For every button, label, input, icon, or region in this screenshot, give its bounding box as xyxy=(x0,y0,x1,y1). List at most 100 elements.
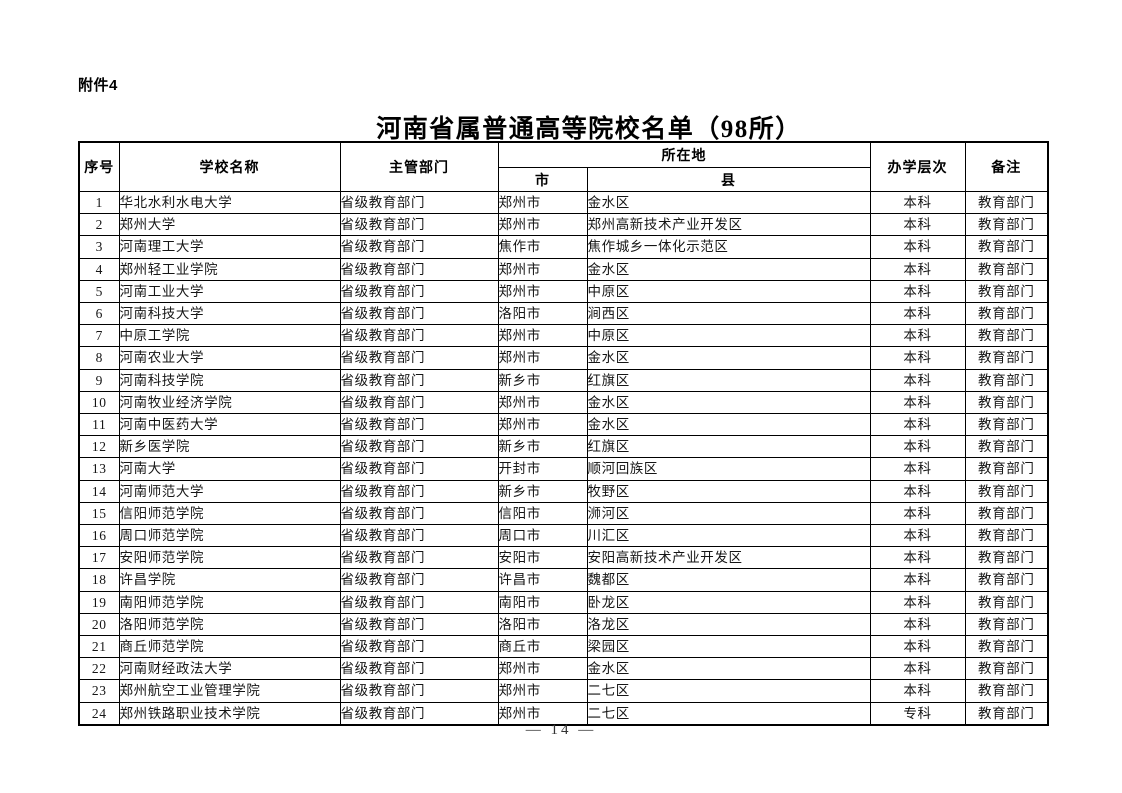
column-header-remark: 备注 xyxy=(964,141,1049,192)
column-header-county: 县 xyxy=(586,167,871,192)
row-city: 开封市 xyxy=(497,457,588,481)
row-authority: 省级教育部门 xyxy=(339,590,499,614)
row-index: 8 xyxy=(78,346,120,370)
row-city: 郑州市 xyxy=(497,346,588,370)
row-index: 1 xyxy=(78,190,120,215)
row-school: 中原工学院 xyxy=(118,324,341,348)
table-row: 11 河南中医药大学 省级教育部门 郑州市 金水区 本科 教育部门 xyxy=(78,413,1049,437)
row-school: 许昌学院 xyxy=(118,568,341,592)
row-county: 二七区 xyxy=(586,679,871,703)
row-remark: 教育部门 xyxy=(964,501,1049,526)
row-city: 郑州市 xyxy=(497,190,588,215)
row-school: 郑州铁路职业技术学院 xyxy=(118,701,341,726)
table-row: 3 河南理工大学 省级教育部门 焦作市 焦作城乡一体化示范区 本科 教育部门 xyxy=(78,235,1049,259)
row-county: 金水区 xyxy=(586,413,871,437)
table-header: 序号 学校名称 主管部门 所在地 办学层次 备注 市 县 xyxy=(78,141,1049,192)
row-remark: 教育部门 xyxy=(964,346,1049,370)
row-school: 安阳师范学院 xyxy=(118,546,341,570)
row-level: 本科 xyxy=(869,568,966,592)
row-school: 河南农业大学 xyxy=(118,346,341,370)
row-city: 新乡市 xyxy=(497,435,588,459)
row-remark: 教育部门 xyxy=(964,546,1049,570)
column-header-city: 市 xyxy=(497,167,588,192)
row-remark: 教育部门 xyxy=(964,368,1049,392)
table-row: 14 河南师范大学 省级教育部门 新乡市 牧野区 本科 教育部门 xyxy=(78,479,1049,503)
row-county: 红旗区 xyxy=(586,368,871,392)
table-row: 21 商丘师范学院 省级教育部门 商丘市 梁园区 本科 教育部门 xyxy=(78,635,1049,659)
row-index: 5 xyxy=(78,279,120,304)
row-remark: 教育部门 xyxy=(964,390,1049,415)
row-county: 魏都区 xyxy=(586,568,871,592)
column-header-authority: 主管部门 xyxy=(339,141,499,192)
attachment-label: 附件4 xyxy=(78,77,118,94)
row-authority: 省级教育部门 xyxy=(339,435,499,459)
table-row: 23 郑州航空工业管理学院 省级教育部门 郑州市 二七区 本科 教育部门 xyxy=(78,679,1049,703)
row-county: 金水区 xyxy=(586,657,871,681)
column-header-school-name: 学校名称 xyxy=(118,141,341,192)
row-school: 周口师范学院 xyxy=(118,524,341,548)
row-remark: 教育部门 xyxy=(964,302,1049,326)
row-school: 洛阳师范学院 xyxy=(118,612,341,637)
row-city: 新乡市 xyxy=(497,368,588,392)
row-school: 河南科技学院 xyxy=(118,368,341,392)
row-remark: 教育部门 xyxy=(964,324,1049,348)
row-level: 本科 xyxy=(869,346,966,370)
row-level: 本科 xyxy=(869,679,966,703)
table-row: 2 郑州大学 省级教育部门 郑州市 郑州高新技术产业开发区 本科 教育部门 xyxy=(78,213,1049,237)
row-authority: 省级教育部门 xyxy=(339,524,499,548)
row-remark: 教育部门 xyxy=(964,590,1049,614)
row-index: 3 xyxy=(78,235,120,259)
row-index: 18 xyxy=(78,568,120,592)
table-row: 9 河南科技学院 省级教育部门 新乡市 红旗区 本科 教育部门 xyxy=(78,368,1049,392)
row-index: 6 xyxy=(78,302,120,326)
row-index: 12 xyxy=(78,435,120,459)
table-row: 18 许昌学院 省级教育部门 许昌市 魏都区 本科 教育部门 xyxy=(78,568,1049,592)
row-county: 川汇区 xyxy=(586,524,871,548)
row-city: 南阳市 xyxy=(497,590,588,614)
row-school: 信阳师范学院 xyxy=(118,501,341,526)
row-city: 洛阳市 xyxy=(497,302,588,326)
row-authority: 省级教育部门 xyxy=(339,279,499,304)
row-school: 新乡医学院 xyxy=(118,435,341,459)
row-remark: 教育部门 xyxy=(964,213,1049,237)
row-school: 河南中医药大学 xyxy=(118,413,341,437)
row-county: 卧龙区 xyxy=(586,590,871,614)
row-school: 河南大学 xyxy=(118,457,341,481)
row-school: 商丘师范学院 xyxy=(118,635,341,659)
row-index: 2 xyxy=(78,213,120,237)
row-county: 涧西区 xyxy=(586,302,871,326)
row-level: 本科 xyxy=(869,213,966,237)
row-city: 郑州市 xyxy=(497,413,588,437)
table-row: 16 周口师范学院 省级教育部门 周口市 川汇区 本科 教育部门 xyxy=(78,524,1049,548)
table-row: 13 河南大学 省级教育部门 开封市 顺河回族区 本科 教育部门 xyxy=(78,457,1049,481)
row-city: 洛阳市 xyxy=(497,612,588,637)
row-level: 本科 xyxy=(869,413,966,437)
column-header-location: 所在地 xyxy=(497,141,871,168)
row-authority: 省级教育部门 xyxy=(339,701,499,726)
row-level: 本科 xyxy=(869,546,966,570)
row-level: 本科 xyxy=(869,524,966,548)
row-county: 郑州高新技术产业开发区 xyxy=(586,213,871,237)
row-county: 焦作城乡一体化示范区 xyxy=(586,235,871,259)
row-index: 16 xyxy=(78,524,120,548)
row-school: 郑州轻工业学院 xyxy=(118,257,341,281)
row-level: 本科 xyxy=(869,479,966,503)
row-city: 郑州市 xyxy=(497,324,588,348)
row-school: 河南科技大学 xyxy=(118,302,341,326)
row-index: 4 xyxy=(78,257,120,281)
row-city: 郑州市 xyxy=(497,279,588,304)
row-authority: 省级教育部门 xyxy=(339,546,499,570)
row-school: 河南牧业经济学院 xyxy=(118,390,341,415)
row-city: 新乡市 xyxy=(497,479,588,503)
table-body: 1 华北水利水电大学 省级教育部门 郑州市 金水区 本科 教育部门 2 郑州大学 省级教育部门 郑州… xyxy=(78,190,1049,726)
row-remark: 教育部门 xyxy=(964,524,1049,548)
row-index: 23 xyxy=(78,679,120,703)
row-county: 二七区 xyxy=(586,701,871,726)
column-header-index: 序号 xyxy=(78,141,120,192)
row-remark: 教育部门 xyxy=(964,235,1049,259)
row-authority: 省级教育部门 xyxy=(339,213,499,237)
row-city: 郑州市 xyxy=(497,257,588,281)
row-county: 中原区 xyxy=(586,324,871,348)
row-level: 本科 xyxy=(869,501,966,526)
row-index: 19 xyxy=(78,590,120,614)
